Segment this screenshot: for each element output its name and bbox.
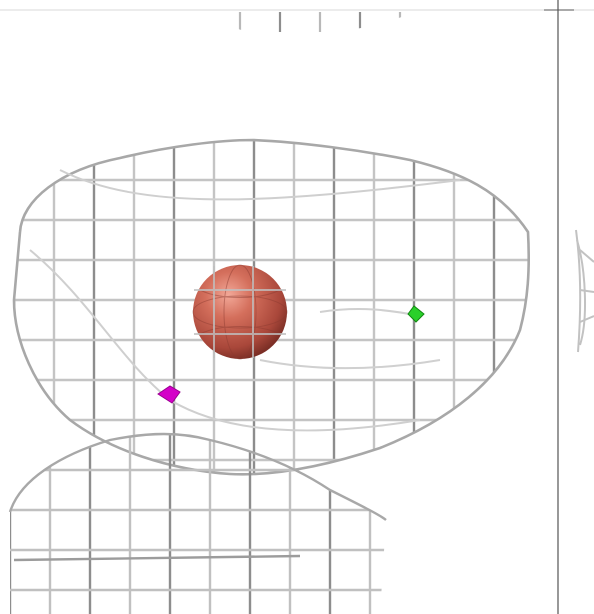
right-mesh-fragment[interactable] [575, 229, 594, 353]
magenta-marker-icon[interactable] [157, 385, 181, 404]
central-sphere[interactable] [192, 264, 288, 360]
lower-wireframe-mesh[interactable] [8, 430, 390, 614]
upper-mesh-fragment[interactable] [200, 10, 420, 34]
green-marker-icon[interactable] [407, 305, 425, 323]
